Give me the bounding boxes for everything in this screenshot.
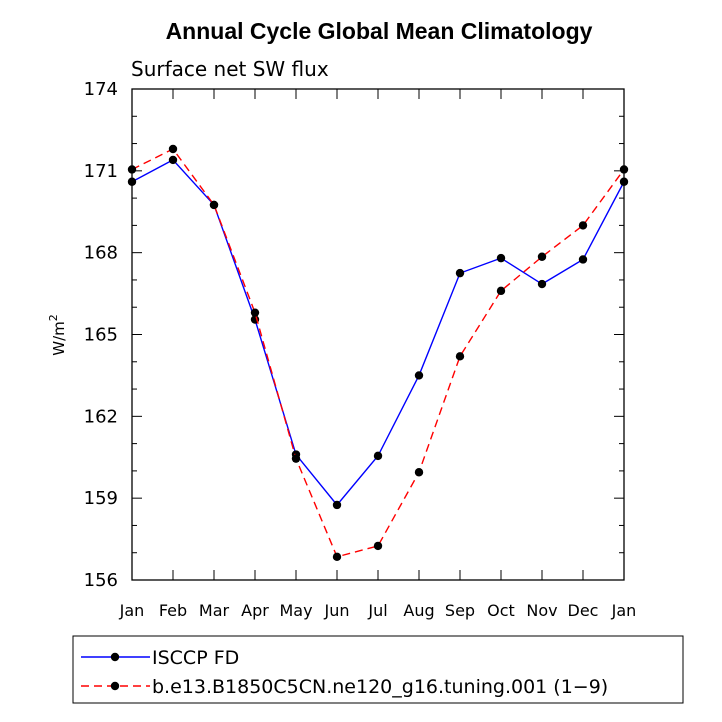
plot-frame [131, 88, 625, 581]
x-tick-label: Dec [568, 601, 599, 620]
data-point [168, 144, 178, 154]
x-tick-label: Sep [445, 601, 475, 620]
y-axis-label-text: W/m [50, 321, 68, 356]
x-tick-label: Feb [159, 601, 187, 620]
data-point [127, 177, 137, 186]
data-point [332, 500, 342, 510]
x-tick-label: Oct [487, 601, 515, 620]
data-point [578, 221, 588, 230]
chart-title: Annual Cycle Global Mean Climatology [166, 18, 593, 44]
y-tick-label: 165 [84, 325, 118, 346]
x-tick-label: Jan [119, 601, 145, 620]
series-line-2 [131, 148, 625, 558]
data-point [619, 165, 629, 174]
x-tick-label: Mar [199, 601, 230, 620]
data-point [578, 255, 588, 264]
data-point [455, 352, 465, 361]
data-point [209, 200, 219, 210]
x-tick-label: Nov [526, 601, 557, 620]
data-point [414, 371, 424, 380]
legend-label-1: ISCCP FD [152, 647, 239, 669]
y-tick-label: 171 [84, 161, 118, 182]
data-point [332, 552, 342, 562]
y-tick-label: 162 [84, 406, 118, 427]
data-point [373, 541, 383, 551]
x-tick-label: Aug [403, 601, 434, 620]
data-point [496, 286, 506, 296]
plot-area: 156 159 162 165 168 171 174 Jan Feb Mar Apr May Jun J… [84, 79, 637, 620]
legend-box [72, 635, 684, 704]
legend-label-2: b.e13.B1850C5CN.ne120_g16.tuning.001 (1−… [152, 676, 608, 698]
y-tick-label: 159 [84, 488, 118, 509]
y-axis-label-superscript: 2 [47, 314, 60, 321]
y-tick-label: 156 [84, 570, 118, 591]
x-tick-label: Jun [324, 601, 350, 620]
x-tick-label: Jan [611, 601, 637, 620]
x-tick-label: Apr [241, 601, 269, 620]
data-point [619, 177, 629, 186]
data-point [414, 468, 424, 477]
y-axis-label: W/m2 [47, 314, 68, 356]
data-point [168, 155, 178, 165]
x-tick-label: Jul [367, 601, 387, 620]
legend-marker [110, 652, 120, 662]
data-point [127, 165, 137, 174]
data-point [250, 308, 260, 317]
legend: ISCCP FD b.e13.B1850C5CN.ne120_g16.tuning… [72, 635, 684, 704]
data-point [291, 454, 301, 463]
x-tick-label: May [279, 601, 312, 620]
data-point [537, 279, 547, 289]
data-point [537, 252, 547, 261]
data-point [496, 253, 506, 263]
data-point [455, 268, 465, 278]
y-tick-label: 174 [84, 79, 118, 100]
data-point [373, 451, 383, 461]
svg-text:W/m2: W/m2 [47, 314, 68, 356]
y-tick-label: 168 [84, 243, 118, 264]
chart-subtitle: Surface net SW flux [131, 57, 329, 81]
legend-marker [110, 681, 120, 691]
